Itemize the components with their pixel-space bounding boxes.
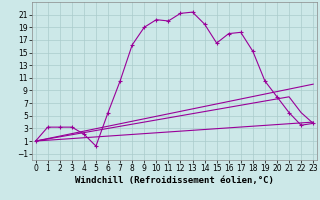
X-axis label: Windchill (Refroidissement éolien,°C): Windchill (Refroidissement éolien,°C) <box>75 176 274 185</box>
